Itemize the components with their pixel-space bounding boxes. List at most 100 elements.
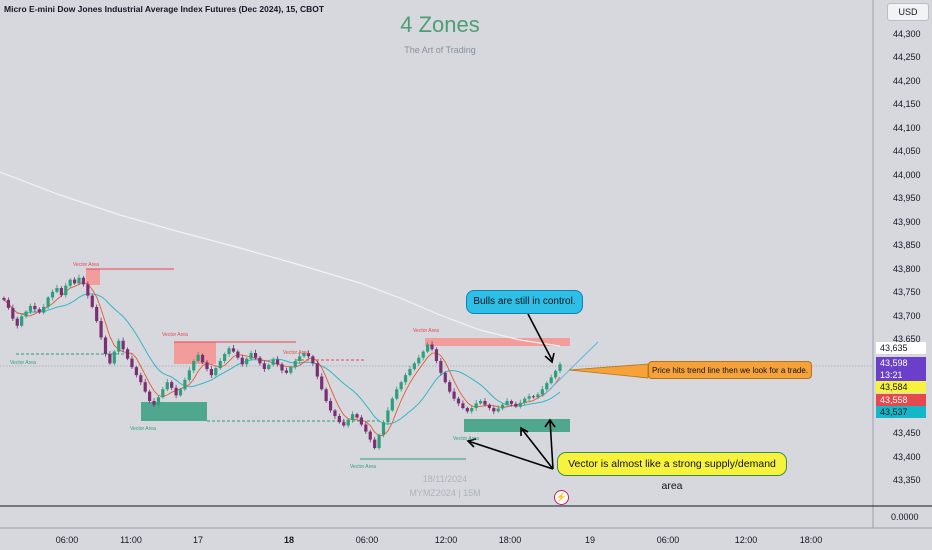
vector-area-label: Vector Area [10, 360, 36, 366]
trend-line[interactable] [542, 341, 599, 397]
candle-body [205, 362, 209, 370]
price-tick: 43,350 [893, 475, 921, 485]
price-tick: 43,700 [893, 311, 921, 321]
supply-zone-3 [425, 338, 570, 346]
candle-body [86, 284, 90, 296]
candle-body [112, 351, 116, 364]
price-tag-ma-fast: 43,584 [876, 381, 926, 393]
vector-callout[interactable]: Vector is almost like a strong supply/de… [557, 452, 787, 492]
candle-body [293, 361, 297, 368]
candle-body [46, 297, 50, 307]
candle-body [183, 379, 187, 390]
candle-body [434, 349, 439, 362]
candle-body [2, 297, 6, 300]
candle-body [487, 404, 491, 409]
currency-button[interactable]: USD [887, 3, 929, 21]
ma-mid-line [3, 293, 561, 425]
candle-body [381, 422, 386, 435]
symbol-title[interactable]: Micro E-mini Dow Jones Industrial Averag… [4, 4, 325, 14]
arrow-vector-3 [549, 419, 554, 470]
candle-body [174, 387, 178, 396]
candle-body [509, 401, 514, 404]
watermark-date: 18/11/2024 [422, 474, 468, 484]
candle-body [395, 389, 399, 399]
candle-body [311, 356, 315, 364]
price-tick: 43,900 [893, 217, 921, 227]
candle-body [461, 403, 465, 409]
price-tag-ma-mid: 43,537 [876, 406, 926, 418]
candle-body [95, 306, 99, 322]
candle-body [121, 340, 125, 350]
candle-body [50, 291, 55, 298]
candle-body [536, 394, 540, 398]
candle-body [187, 370, 191, 380]
candle-body [6, 299, 11, 308]
candle-body [152, 401, 156, 405]
price-tag-current-value: 43,598 [880, 358, 908, 368]
arrow-vector-1-head [466, 438, 477, 448]
candle-body [11, 307, 15, 319]
candle-body [342, 422, 346, 426]
candle-body [143, 382, 147, 392]
trend-callout-pointer [568, 363, 649, 379]
candle-body [483, 401, 487, 405]
price-tick: 44,100 [893, 123, 921, 133]
candle-body [275, 359, 280, 365]
price-tick: 44,200 [893, 76, 921, 86]
candle-body [470, 408, 474, 412]
candle-body [527, 396, 531, 399]
candle-body [553, 370, 558, 378]
price-tick: 43,650 [893, 334, 921, 344]
candle-body [531, 396, 536, 398]
candle-body [103, 337, 108, 354]
candle-body [117, 340, 121, 352]
candle-body [59, 288, 63, 296]
candle-body [545, 383, 549, 390]
candle-body [73, 279, 77, 284]
trend-callout[interactable]: Price hits trend line then we look for a… [648, 361, 812, 379]
candle-body [456, 398, 461, 404]
bulls-callout[interactable]: Bulls are still in control. [466, 290, 583, 314]
time-tick: 06:00 [355, 535, 379, 545]
candle-body [443, 372, 447, 383]
candle-body [218, 361, 222, 369]
price-tag-level: 43,635 [876, 342, 926, 354]
candle-body [355, 414, 359, 418]
candle-body [496, 408, 500, 412]
candle-body [474, 403, 478, 409]
arrow-vector-2-head [520, 426, 529, 436]
price-tag-countdown: 13:21 [880, 370, 903, 380]
candle-body [33, 305, 37, 310]
candle-body [99, 321, 103, 338]
brand-title: 4 Zones [400, 12, 480, 37]
lightning-icon[interactable]: ⚡ [554, 490, 569, 505]
candle-body [452, 391, 456, 399]
vector-area-label: Vector Area [413, 328, 439, 334]
price-tick: 44,150 [893, 99, 921, 109]
time-tick: 06:00 [55, 535, 79, 545]
candle-body [253, 353, 258, 358]
candle-body [337, 416, 341, 423]
candle-body [333, 410, 337, 417]
time-tick: 12:00 [734, 535, 758, 545]
candle-body [386, 410, 390, 423]
candle-body [328, 401, 333, 411]
price-tick: 44,250 [893, 52, 921, 62]
price-tick: 43,850 [893, 240, 921, 250]
watermark-symbol: MYMZ2024 | 15M [409, 488, 481, 498]
candle-body [346, 419, 350, 426]
time-tick: 11:00 [120, 535, 142, 545]
time-tick: 06:00 [656, 535, 680, 545]
candle-body [178, 389, 183, 396]
candle-body [368, 431, 372, 440]
candle-body [240, 357, 244, 365]
ma-slow-line [0, 171, 561, 347]
candle-body [90, 295, 94, 307]
price-tick: 43,400 [893, 452, 921, 462]
vector-area-label: Vector Area [453, 436, 479, 442]
time-tick: 18 [283, 535, 295, 545]
candle-body [315, 363, 319, 377]
supply-zone-1 [86, 269, 100, 285]
candle-body [351, 414, 355, 420]
